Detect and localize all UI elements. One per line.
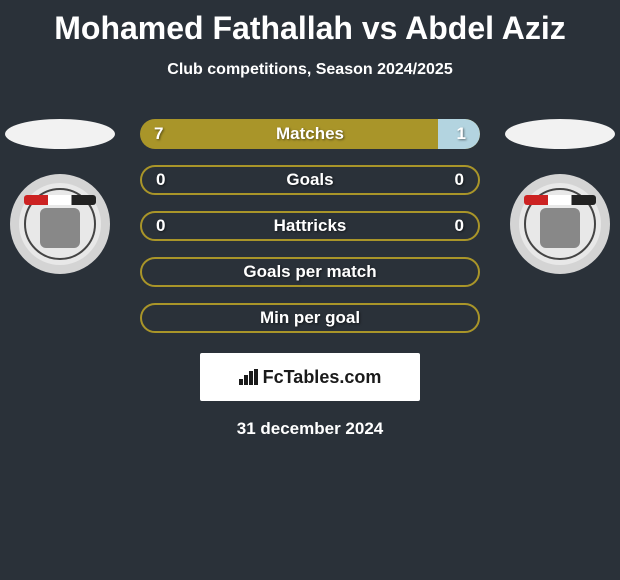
- left-ellipse: [5, 119, 115, 149]
- barchart-icon: [239, 369, 259, 385]
- stat-label: Hattricks: [142, 216, 478, 236]
- comparison-date: 31 december 2024: [0, 419, 620, 439]
- badge-stripe: [524, 195, 596, 205]
- stat-row: Min per goal: [140, 303, 480, 333]
- left-club-badge: [10, 174, 110, 274]
- comparison-content: 71Matches 00Goals 00Hattricks Goals per mat…: [0, 119, 620, 439]
- site-label: FcTables.com: [263, 367, 382, 388]
- site-badge[interactable]: FcTables.com: [200, 353, 420, 401]
- comparison-subtitle: Club competitions, Season 2024/2025: [0, 61, 620, 79]
- stat-bars: 71Matches 00Goals 00Hattricks Goals per mat…: [140, 119, 480, 333]
- badge-stripe: [24, 195, 96, 205]
- stat-row: 00Goals: [140, 165, 480, 195]
- stat-label: Matches: [140, 124, 480, 144]
- comparison-title: Mohamed Fathallah vs Abdel Aziz: [0, 0, 620, 47]
- badge-inner: [19, 183, 101, 265]
- right-club-badge: [510, 174, 610, 274]
- right-ellipse: [505, 119, 615, 149]
- stat-label: Goals: [142, 170, 478, 190]
- stat-label: Goals per match: [142, 262, 478, 282]
- stat-label: Min per goal: [142, 308, 478, 328]
- badge-inner: [519, 183, 601, 265]
- stat-row: 00Hattricks: [140, 211, 480, 241]
- stat-row: 71Matches: [140, 119, 480, 149]
- stat-row: Goals per match: [140, 257, 480, 287]
